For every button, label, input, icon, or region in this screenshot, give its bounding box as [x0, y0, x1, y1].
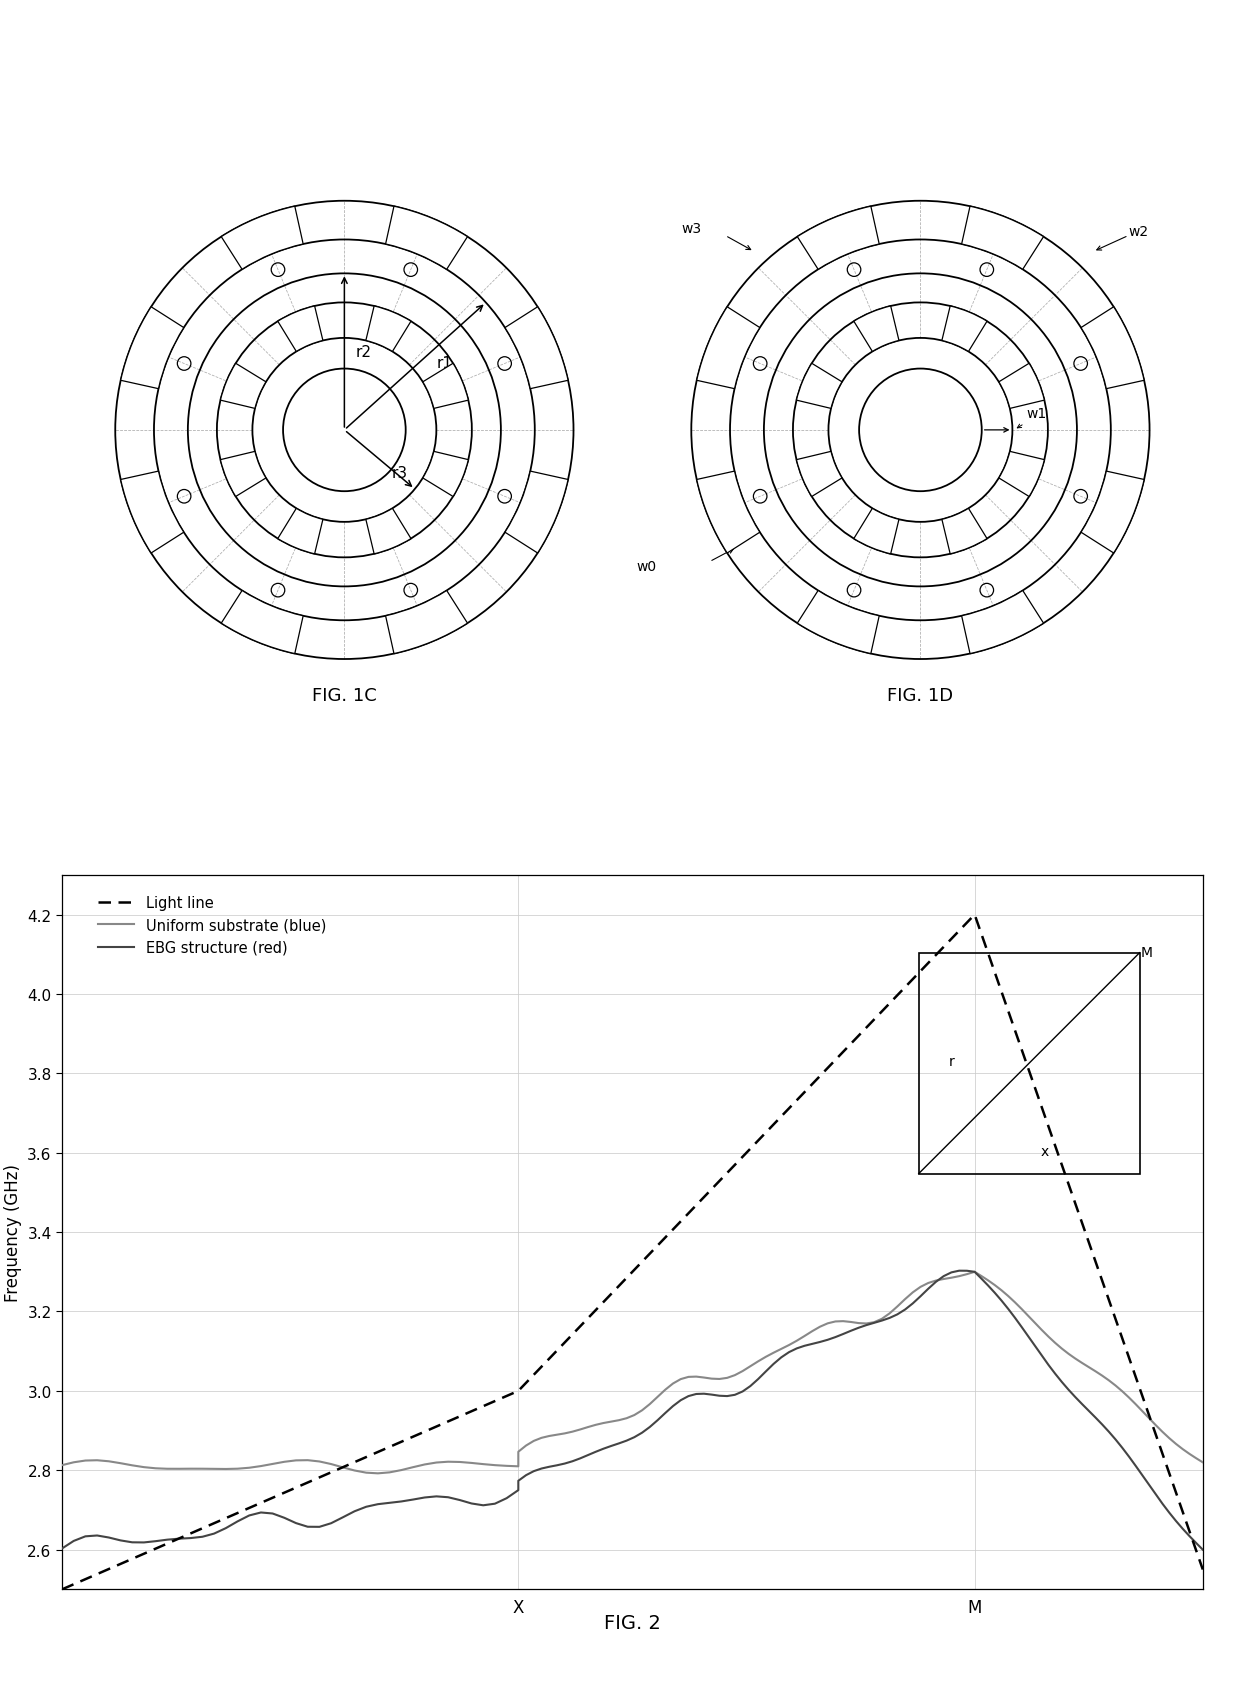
Wedge shape: [1081, 307, 1145, 389]
Uniform substrate (blue): [55, 1455, 69, 1476]
Wedge shape: [366, 307, 410, 351]
EBG structure (red): [418, 1487, 433, 1508]
Text: FIG. 1D: FIG. 1D: [888, 686, 954, 705]
Wedge shape: [796, 363, 842, 409]
Wedge shape: [120, 307, 184, 389]
Wedge shape: [962, 591, 1044, 654]
Line: Light line: Light line: [62, 915, 1203, 1589]
Wedge shape: [854, 509, 899, 555]
EBG structure (red): [55, 1538, 69, 1559]
Wedge shape: [999, 363, 1044, 409]
Line: Uniform substrate (blue): Uniform substrate (blue): [62, 1272, 1203, 1474]
Uniform substrate (blue): [429, 1452, 444, 1472]
Text: FIG. 1C: FIG. 1C: [312, 686, 377, 705]
EBG structure (red): [750, 1369, 765, 1389]
Text: w3: w3: [682, 222, 702, 236]
Uniform substrate (blue): [759, 1347, 774, 1367]
Wedge shape: [697, 307, 760, 389]
Wedge shape: [278, 307, 322, 351]
Light line: [1195, 1559, 1210, 1579]
Wedge shape: [1081, 472, 1145, 554]
Wedge shape: [366, 509, 410, 555]
Uniform substrate (blue): [967, 1262, 982, 1282]
EBG structure (red): [1081, 1401, 1096, 1421]
Uniform substrate (blue): [371, 1464, 386, 1484]
Wedge shape: [221, 207, 303, 270]
Uniform substrate (blue): [1195, 1452, 1210, 1472]
Wedge shape: [221, 363, 265, 409]
Wedge shape: [120, 472, 184, 554]
Light line: [967, 905, 982, 925]
Wedge shape: [221, 591, 303, 654]
Y-axis label: Frequency (GHz): Frequency (GHz): [4, 1163, 21, 1301]
Text: r1: r1: [436, 355, 453, 370]
Wedge shape: [423, 452, 469, 498]
Wedge shape: [962, 207, 1044, 270]
Wedge shape: [796, 452, 842, 498]
Wedge shape: [386, 591, 467, 654]
Wedge shape: [505, 307, 568, 389]
Light line: [944, 929, 959, 949]
Legend: Light line, Uniform substrate (blue), EBG structure (red): Light line, Uniform substrate (blue), EB…: [92, 890, 332, 961]
Uniform substrate (blue): [1148, 1414, 1163, 1435]
Wedge shape: [942, 307, 987, 351]
Text: FIG. 2: FIG. 2: [604, 1613, 661, 1632]
Uniform substrate (blue): [952, 1267, 967, 1287]
Wedge shape: [423, 363, 469, 409]
Wedge shape: [942, 509, 987, 555]
Light line: [1081, 1233, 1096, 1253]
Light line: [750, 1131, 765, 1151]
Wedge shape: [221, 452, 265, 498]
Wedge shape: [797, 591, 879, 654]
Wedge shape: [697, 472, 760, 554]
Wedge shape: [797, 207, 879, 270]
Light line: [790, 1090, 805, 1110]
Wedge shape: [278, 509, 322, 555]
Uniform substrate (blue): [797, 1326, 812, 1347]
EBG structure (red): [1195, 1540, 1210, 1560]
EBG structure (red): [790, 1338, 805, 1358]
Line: EBG structure (red): EBG structure (red): [62, 1270, 1203, 1550]
Uniform substrate (blue): [1087, 1362, 1102, 1382]
EBG structure (red): [952, 1260, 967, 1280]
Wedge shape: [999, 452, 1044, 498]
Wedge shape: [854, 307, 899, 351]
Wedge shape: [505, 472, 568, 554]
EBG structure (red): [1142, 1476, 1157, 1496]
Text: w0: w0: [636, 559, 656, 574]
Text: r2: r2: [356, 345, 372, 360]
Light line: [55, 1579, 69, 1600]
Light line: [1142, 1406, 1157, 1426]
Light line: [418, 1421, 433, 1442]
Text: w1: w1: [1027, 408, 1047, 421]
EBG structure (red): [944, 1262, 959, 1282]
Wedge shape: [386, 207, 467, 270]
Text: r3: r3: [391, 465, 407, 481]
Text: w2: w2: [1128, 226, 1148, 239]
